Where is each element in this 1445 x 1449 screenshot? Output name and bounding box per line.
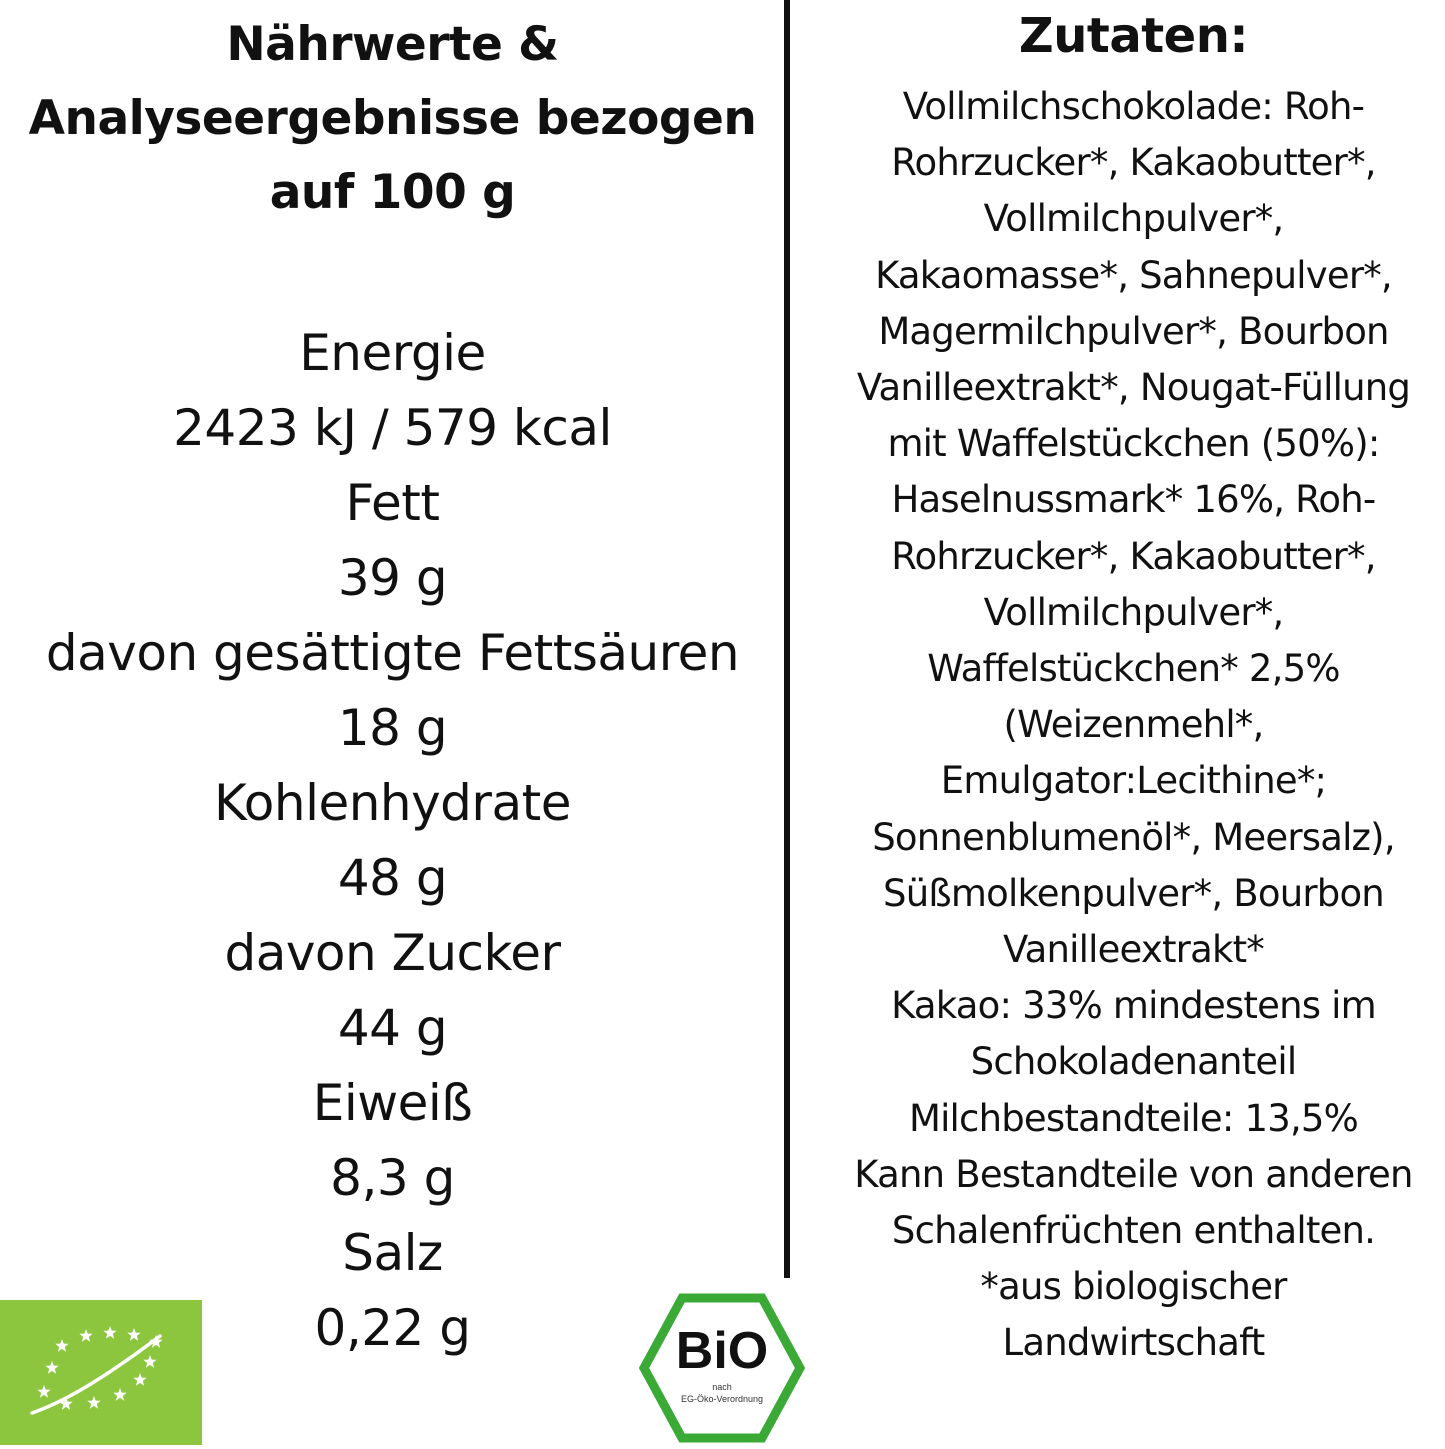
ingredient-line: Rohrzucker*, Kakaobutter*, — [891, 141, 1376, 185]
eu-star-icon — [87, 1396, 101, 1409]
ingredient-line: Magermilchpulver*, Bourbon — [878, 309, 1389, 353]
nutrient-label-energy: Energie — [299, 324, 486, 382]
nutrition-list: Energie 2423 kJ / 579 kcal Fett 39 g dav… — [0, 316, 785, 1366]
column-divider — [784, 0, 790, 1278]
nutrition-title-line: Nährwerte & — [226, 17, 559, 72]
eu-star-icon — [149, 1335, 163, 1348]
eu-star-icon — [79, 1329, 93, 1342]
nutrition-title-line: auf 100 g — [269, 165, 516, 220]
nutrient-label-carbs: Kohlenhydrate — [213, 774, 572, 832]
ingredient-line: Süßmolkenpulver*, Bourbon — [883, 871, 1385, 915]
ingredient-line: Kakaomasse*, Sahnepulver*, — [875, 253, 1393, 297]
nutrition-title-line: Analyseergebnisse bezogen — [28, 91, 757, 146]
bio-seal-subtext: EG-Öko-Verordnung — [681, 1394, 763, 1404]
eu-star-icon — [133, 1373, 147, 1386]
ingredient-line: Vanilleextrakt* — [1002, 928, 1265, 972]
bio-seal-subtext: nach — [712, 1382, 732, 1392]
nutrient-label-salt: Salz — [342, 1224, 443, 1282]
nutrient-label-sugar: davon Zucker — [224, 924, 561, 982]
nutrient-value-sugar: 44 g — [337, 999, 448, 1057]
ingredient-line: Vanilleextrakt*, Nougat-Füllung — [856, 366, 1411, 410]
ingredient-line: Rohrzucker*, Kakaobutter*, — [891, 534, 1376, 578]
nutrient-value-energy: 2423 kJ / 579 kcal — [173, 399, 612, 457]
ingredient-line: Vollmilchpulver*, — [983, 590, 1285, 634]
ingredient-line: Sonnenblumenöl*, Meersalz), — [872, 815, 1395, 859]
nutrient-value-carbs: 48 g — [337, 849, 448, 907]
nutrient-value-protein: 8,3 g — [330, 1149, 455, 1207]
nutrient-label-fat: Fett — [345, 474, 441, 532]
nutrient-value-saturated: 18 g — [337, 699, 448, 757]
ingredient-line: Milchbestandteile: 13,5% — [908, 1096, 1359, 1140]
nutrient-label-saturated: davon gesättigte Fettsäuren — [45, 624, 740, 682]
ingredient-line: Landwirtschaft — [1002, 1321, 1266, 1365]
bio-hexagon-seal-icon: BiO nach EG-Öko-Verordnung — [637, 1292, 807, 1445]
ingredient-line: Schokoladenanteil — [970, 1040, 1297, 1084]
nutrient-label-protein: Eiweiß — [312, 1074, 473, 1132]
ingredients-title: Zutaten: — [1018, 8, 1249, 64]
ingredient-line: (Weizenmehl*, — [1003, 703, 1265, 747]
ingredients-panel: Zutaten: Vollmilchschokolade: Roh- Rohrzu… — [822, 0, 1445, 1372]
ingredient-line: Waffelstückchen* 2,5% — [927, 647, 1340, 691]
ingredient-line: Kann Bestandteile von anderen — [854, 1152, 1413, 1196]
eu-star-icon — [37, 1385, 51, 1398]
nutrition-panel: Nährwerte & Analyseergebnisse bezogen au… — [0, 8, 785, 1366]
nutrient-value-fat: 39 g — [337, 549, 448, 607]
eu-star-icon — [45, 1361, 59, 1374]
ingredient-line: Schalenfrüchten enthalten. — [891, 1209, 1376, 1253]
eu-star-icon — [55, 1339, 69, 1352]
ingredient-line: *aus biologischer — [980, 1265, 1287, 1309]
eu-organic-leaf-icon — [0, 1300, 202, 1445]
ingredients-text: Vollmilchschokolade: Roh- Rohrzucker*, Ka… — [822, 79, 1445, 1372]
ingredient-line: Kakao: 33% mindestens im — [891, 984, 1377, 1028]
nutrition-title: Nährwerte & Analyseergebnisse bezogen au… — [0, 8, 785, 230]
bio-seal-text: BiO — [676, 1322, 768, 1380]
nutrient-value-salt: 0,22 g — [314, 1299, 471, 1357]
eu-star-icon — [59, 1397, 73, 1410]
eu-star-icon — [127, 1328, 141, 1341]
ingredient-line: Vollmilchschokolade: Roh- — [902, 85, 1365, 128]
eu-star-icon — [143, 1355, 157, 1368]
ingredient-line: Haselnussmark* 16%, Roh- — [891, 478, 1377, 522]
eu-star-icon — [113, 1388, 127, 1401]
ingredient-line: mit Waffelstückchen (50%): — [887, 422, 1380, 466]
ingredient-line: Vollmilchpulver*, — [983, 197, 1285, 241]
ingredient-line: Emulgator:Lecithine*; — [940, 759, 1327, 803]
eu-star-icon — [103, 1326, 117, 1339]
